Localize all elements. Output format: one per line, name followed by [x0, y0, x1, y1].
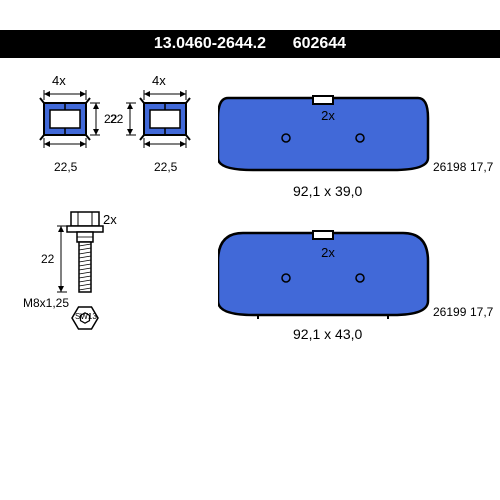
pad-bottom-ref: 26199	[433, 305, 466, 319]
clip-height-2: 22	[110, 112, 123, 126]
bolt-hex: SW13	[75, 312, 97, 321]
clip-width-2: 22,5	[154, 160, 177, 174]
pad-top-svg	[218, 88, 438, 183]
pad-bottom-thk: 17,7	[470, 305, 493, 319]
pad-top-ref: 26198	[433, 160, 466, 174]
clip-height-dim-2	[122, 100, 142, 150]
pad-top-qty: 2x	[321, 108, 335, 123]
pad-bottom-dim: 92,1 x 43,0	[293, 326, 362, 342]
clip-qty: 4x	[52, 73, 66, 88]
clip-width: 22,5	[54, 160, 77, 174]
bolt: 2x	[55, 208, 145, 343]
bolt-svg	[55, 208, 145, 338]
part-number: 13.0460-2644.2	[154, 35, 266, 52]
pad-top: 2x 92,1 x 39,0 26198 17,7	[218, 88, 438, 188]
pad-top-thk: 17,7	[470, 160, 493, 174]
bolt-height: 22	[41, 252, 54, 266]
clip-left: 4x	[30, 78, 100, 158]
ref-number: 602644	[293, 35, 346, 52]
pad-top-dim: 92,1 x 39,0	[293, 183, 362, 199]
pad-bottom-qty: 2x	[321, 245, 335, 260]
clip-qty-2: 4x	[152, 73, 166, 88]
bolt-qty: 2x	[103, 212, 117, 227]
clip-right: 4x 22	[130, 78, 200, 158]
pad-bottom: 2x 92,1 x 43,0 26199 17,7	[218, 223, 438, 333]
pad-bottom-svg	[218, 223, 438, 328]
bolt-thread: M8x1,25	[23, 296, 69, 310]
diagram-canvas: 4x	[0, 58, 500, 500]
header-bar: 13.0460-2644.2 602644	[0, 30, 500, 58]
